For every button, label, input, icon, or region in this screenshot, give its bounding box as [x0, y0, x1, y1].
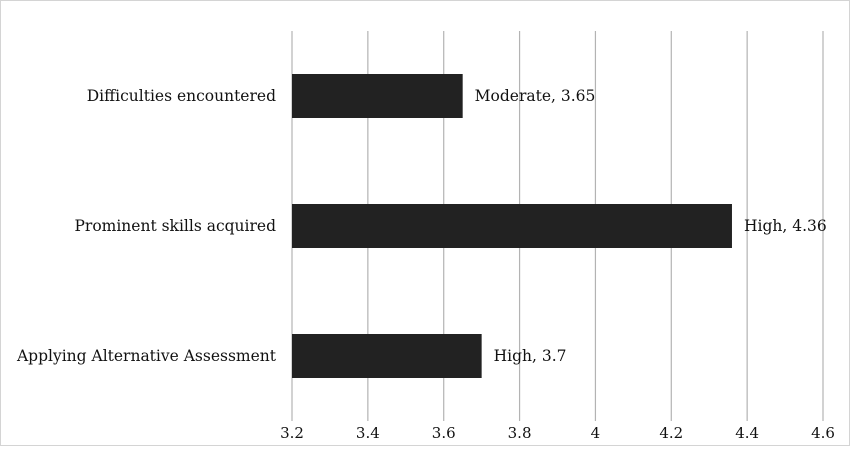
data-label: High, 3.7: [494, 347, 567, 365]
category-labels: Difficulties encountered Prominent skills…: [16, 87, 277, 365]
category-label: Difficulties encountered: [87, 87, 276, 105]
data-labels: Moderate, 3.65 High, 4.36 High, 3.7: [475, 87, 827, 365]
x-tick-label: 3.6: [432, 424, 456, 442]
bar: [292, 204, 732, 248]
x-axis-tick-labels: 3.2 3.4 3.6 3.8 4 4.2 4.4 4.6: [280, 424, 835, 442]
data-label: Moderate, 3.65: [475, 87, 596, 105]
x-tick-label: 4.2: [659, 424, 683, 442]
bars: [292, 74, 732, 378]
x-tick-label: 4.4: [735, 424, 759, 442]
category-label: Applying Alternative Assessment: [16, 347, 277, 365]
x-tick-label: 3.8: [508, 424, 532, 442]
bar: [292, 334, 482, 378]
data-label: High, 4.36: [744, 217, 827, 235]
x-tick-label: 3.2: [280, 424, 304, 442]
x-tick-label: 4.6: [811, 424, 835, 442]
x-tick-label: 3.4: [356, 424, 380, 442]
bar: [292, 74, 463, 118]
category-label: Prominent skills acquired: [74, 217, 276, 235]
x-tick-label: 4: [591, 424, 601, 442]
